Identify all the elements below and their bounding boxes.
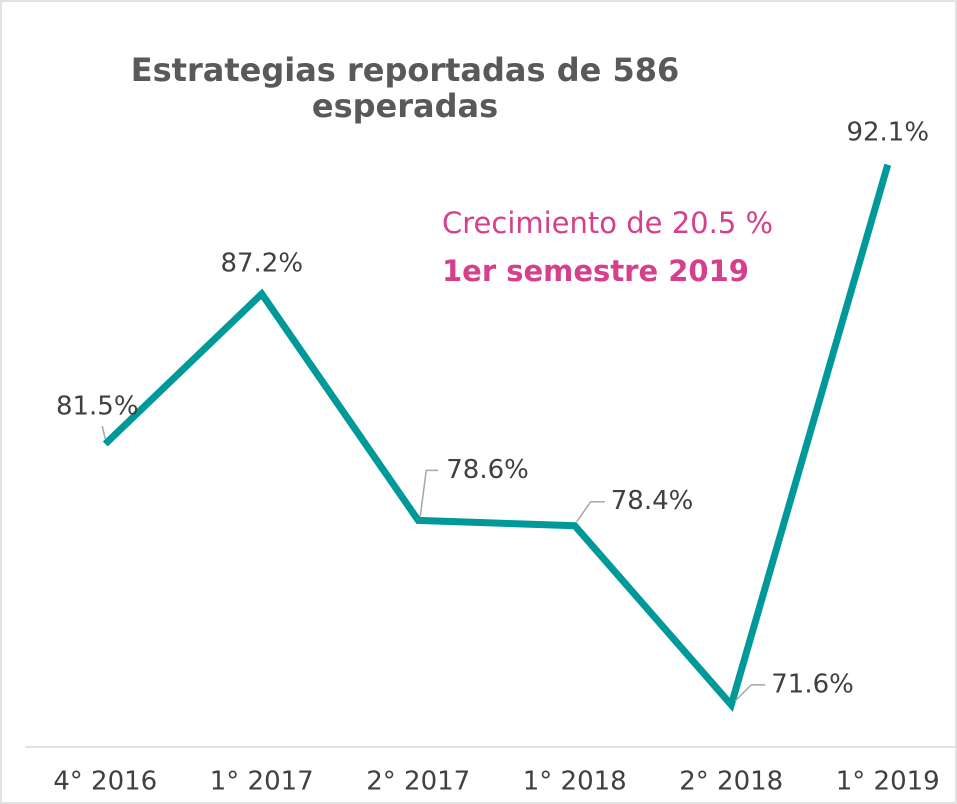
- x-tick-label: 1° 2018: [523, 767, 627, 797]
- annotation: 1er semestre 2019: [442, 254, 749, 288]
- x-tick-label: 4° 2016: [53, 767, 157, 797]
- chart-title: Estrategias reportadas de 586 esperadas: [130, 51, 680, 125]
- leader-line: [734, 684, 766, 702]
- data-label: 78.4%: [611, 486, 694, 516]
- data-label: 71.6%: [771, 669, 854, 699]
- leader-line: [101, 425, 106, 440]
- leader-line: [576, 500, 605, 523]
- annotation: Crecimiento de 20.5 %: [442, 206, 774, 240]
- x-tick-label: 2° 2017: [366, 767, 470, 797]
- x-tick-label: 1° 2019: [836, 767, 940, 797]
- data-label: 92.1%: [846, 117, 929, 147]
- data-line: [102, 163, 892, 712]
- data-label: 78.6%: [446, 455, 529, 485]
- x-tick-label: 1° 2017: [210, 767, 314, 797]
- data-label: 87.2%: [220, 248, 303, 278]
- x-tick-label: 2° 2018: [679, 767, 783, 797]
- leader-line: [419, 469, 439, 517]
- data-label: 81.5%: [56, 392, 139, 422]
